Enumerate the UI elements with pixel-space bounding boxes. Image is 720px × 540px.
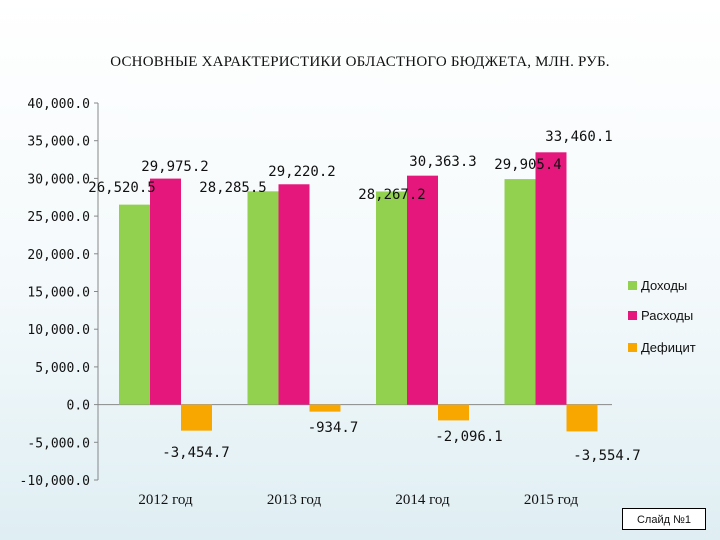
x-category-label: 2014 год (395, 492, 450, 508)
bar-Расходы-1 (278, 184, 310, 405)
bar-Доходы-1 (247, 191, 279, 405)
data-label: 30,363.3 (409, 154, 476, 170)
bar-Расходы-3 (535, 152, 567, 405)
legend-swatch (628, 281, 637, 290)
bar-Доходы-3 (504, 179, 536, 405)
slide-number-badge: Слайд №1 (622, 508, 706, 530)
y-tick-label: 35,000.0 (27, 135, 90, 150)
y-tick-label: 0.0 (67, 399, 90, 414)
y-tick-label: 30,000.0 (27, 172, 90, 187)
legend-label: Расходы (641, 308, 693, 323)
y-tick-label: 20,000.0 (27, 248, 90, 263)
data-label: 28,267.2 (358, 187, 425, 203)
legend-swatch (628, 343, 637, 352)
y-tick-label: 40,000.0 (27, 97, 90, 112)
data-label: -3,454.7 (162, 445, 229, 461)
bar-Расходы-2 (407, 175, 438, 405)
bar-Расходы-0 (150, 178, 181, 405)
data-label: 33,460.1 (545, 129, 612, 145)
x-category-label: 2012 год (138, 492, 193, 508)
x-category-label: 2013 год (267, 492, 322, 508)
y-tick-label: -10,000.0 (20, 474, 90, 489)
data-label: 29,975.2 (141, 159, 208, 175)
data-label: -3,554.7 (573, 448, 640, 464)
data-label: -2,096.1 (435, 429, 502, 445)
data-label: 29,905.4 (494, 157, 561, 173)
data-label: 29,220.2 (268, 164, 335, 180)
bar-Доходы-0 (119, 204, 150, 405)
bar-Дефицит-0 (181, 404, 212, 431)
legend-swatch (628, 311, 637, 320)
bar-Дефицит-1 (309, 404, 341, 412)
y-tick-label: 15,000.0 (27, 286, 90, 301)
y-tick-label: 25,000.0 (27, 210, 90, 225)
legend-label: Доходы (641, 278, 687, 293)
x-category-label: 2015 год (524, 492, 579, 508)
bar-Дефицит-2 (438, 404, 469, 421)
y-tick-label: 10,000.0 (27, 323, 90, 338)
bar-Дефицит-3 (566, 404, 598, 432)
legend-label: Дефицит (641, 340, 696, 355)
data-label: 26,520.5 (88, 180, 155, 196)
data-label: 28,285.5 (199, 180, 266, 196)
chart-title: ОСНОВНЫЕ ХАРАКТЕРИСТИКИ ОБЛАСТНОГО БЮДЖЕ… (110, 54, 610, 70)
y-tick-label: 5,000.0 (35, 361, 90, 376)
y-tick-label: -5,000.0 (27, 436, 90, 451)
data-label: -934.7 (308, 420, 359, 436)
bar-Доходы-2 (376, 191, 407, 405)
